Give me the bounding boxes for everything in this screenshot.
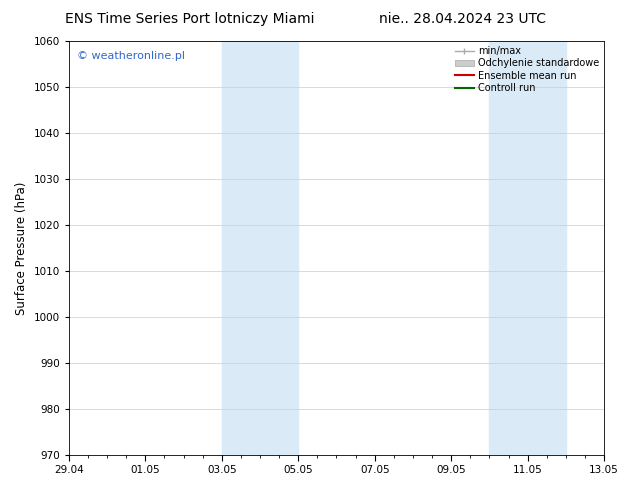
Bar	[489, 41, 566, 455]
Text: nie.. 28.04.2024 23 UTC: nie.. 28.04.2024 23 UTC	[379, 12, 547, 26]
Legend: min/max, Odchylenie standardowe, Ensemble mean run, Controll run: min/max, Odchylenie standardowe, Ensembl…	[453, 44, 601, 95]
Bar	[222, 41, 298, 455]
Text: © weatheronline.pl: © weatheronline.pl	[77, 51, 185, 61]
Text: ENS Time Series Port lotniczy Miami: ENS Time Series Port lotniczy Miami	[65, 12, 315, 26]
Y-axis label: Surface Pressure (hPa): Surface Pressure (hPa)	[15, 181, 28, 315]
